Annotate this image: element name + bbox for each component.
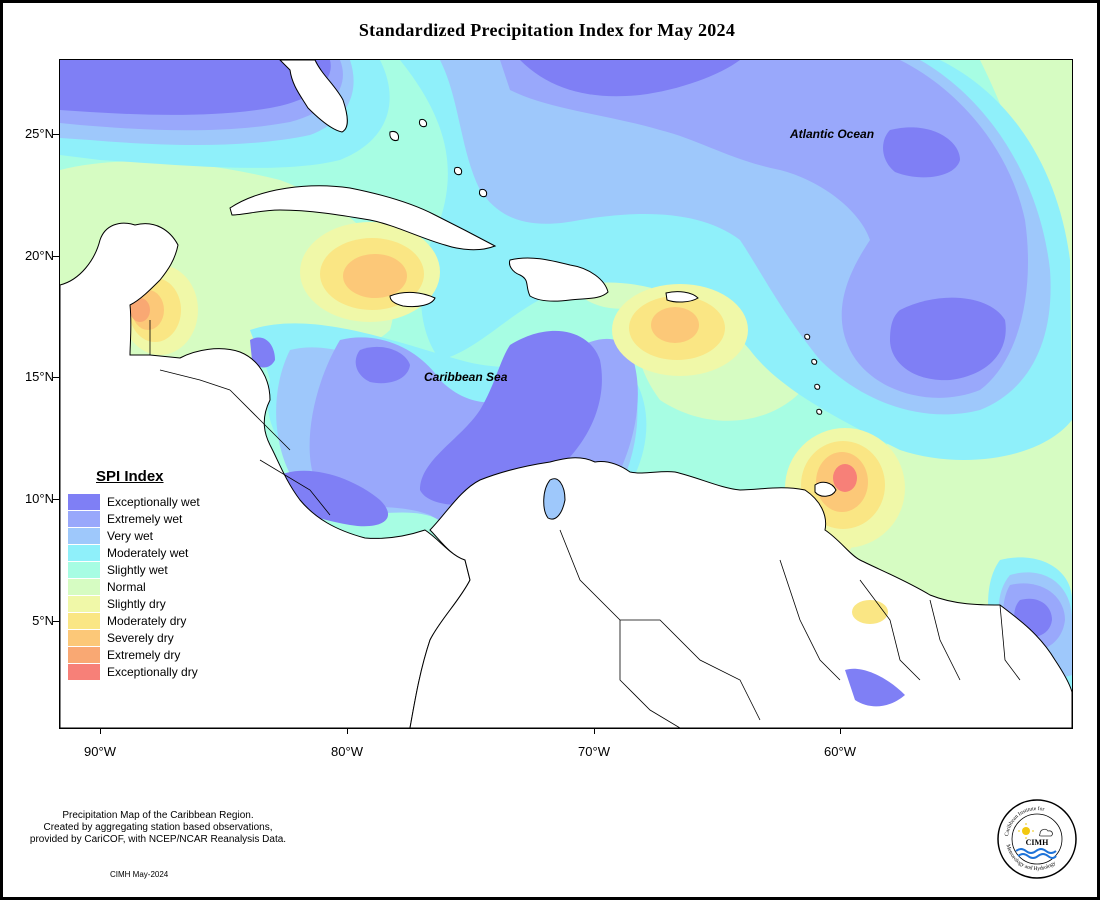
lat-label-25n: 25°N	[24, 126, 54, 141]
lake-maracaibo	[543, 478, 566, 520]
legend-swatch	[68, 510, 100, 527]
legend-swatch	[68, 527, 100, 544]
lat-tick-5n	[53, 621, 59, 622]
lon-label-80w: 80°W	[331, 744, 363, 759]
land-puerto-rico	[665, 291, 699, 303]
land-hispaniola	[509, 257, 609, 302]
legend-item: Extremely wet	[68, 510, 218, 527]
legend-item: Severely dry	[68, 629, 218, 646]
legend-swatch	[68, 544, 100, 561]
legend-swatch	[68, 646, 100, 663]
legend-label: Slightly wet	[107, 562, 168, 577]
land-trinidad	[814, 481, 837, 497]
lat-tick-10n	[53, 499, 59, 500]
lon-tick-80w	[347, 728, 348, 734]
spi-map	[59, 59, 1073, 729]
atlantic-ocean-label: Atlantic Ocean	[790, 127, 875, 141]
legend-label: Moderately dry	[107, 613, 187, 628]
legend-item: Exceptionally dry	[68, 663, 218, 680]
legend-swatch	[68, 595, 100, 612]
legend-item: Extremely dry	[68, 646, 218, 663]
footer-credit: CIMH May-2024	[110, 870, 169, 879]
spi-map-canvas	[60, 60, 1072, 728]
guiana-wet-spot	[845, 668, 905, 707]
land-cuba	[229, 185, 497, 251]
spi-legend: SPI Index Exceptionally wet Extremely we…	[68, 468, 218, 680]
legend-swatch	[68, 629, 100, 646]
lat-label-10n: 10°N	[24, 491, 54, 506]
land-south-america	[409, 457, 1072, 728]
legend-swatch	[68, 612, 100, 629]
lat-tick-20n	[53, 256, 59, 257]
lon-label-90w: 90°W	[84, 744, 116, 759]
legend-item: Moderately wet	[68, 544, 218, 561]
logo-text: CIMH	[1026, 838, 1049, 847]
legend-label: Moderately wet	[107, 545, 189, 560]
land-antilles-3	[814, 383, 821, 390]
legend-label: Very wet	[107, 528, 154, 543]
lon-tick-70w	[594, 728, 595, 734]
country-borders	[149, 320, 1021, 728]
land-jamaica	[389, 291, 436, 308]
footer-note-line: Precipitation Map of the Caribbean Regio…	[62, 810, 254, 821]
lat-label-15n: 15°N	[24, 369, 54, 384]
legend-item: Slightly dry	[68, 595, 218, 612]
land-antilles-1	[804, 333, 811, 340]
legend-label: Exceptionally wet	[107, 494, 200, 509]
legend-item: Very wet	[68, 527, 218, 544]
land-antilles-2	[811, 358, 818, 365]
land-bahamas-3	[454, 167, 463, 176]
lon-tick-60w	[840, 728, 841, 734]
legend-swatch	[68, 493, 100, 510]
lon-tick-90w	[100, 728, 101, 734]
lat-tick-25n	[53, 134, 59, 135]
legend-title: SPI Index	[96, 468, 164, 485]
waves-icon	[1015, 848, 1057, 854]
land-bahamas-1	[389, 131, 399, 141]
lat-label-5n: 5°N	[32, 613, 54, 628]
land-bahamas-2	[419, 119, 427, 128]
sun-icon	[1022, 827, 1030, 835]
footer-note: Precipitation Map of the Caribbean Regio…	[8, 810, 308, 846]
land-bahamas-4	[479, 189, 488, 198]
legend-swatch	[68, 561, 100, 578]
cloud-icon	[1038, 828, 1053, 837]
cimh-logo-graphic: Caribbean Institute for Meteorology and …	[997, 799, 1077, 879]
lon-label-60w: 60°W	[824, 744, 856, 759]
land-florida	[279, 60, 348, 133]
land-antilles-4	[816, 408, 823, 415]
legend-label: Extremely wet	[107, 511, 183, 526]
legend-swatch	[68, 578, 100, 595]
legend-label: Exceptionally dry	[107, 664, 198, 679]
legend-item: Slightly wet	[68, 561, 218, 578]
map-title: Standardized Precipitation Index for May…	[358, 20, 736, 40]
legend-label: Normal	[107, 579, 146, 594]
legend-item: Moderately dry	[68, 612, 218, 629]
cimh-logo: Caribbean Institute for Meteorology and …	[996, 798, 1078, 880]
legend-item: Exceptionally wet	[68, 493, 218, 510]
legend-swatch	[68, 663, 100, 680]
legend-label: Extremely dry	[107, 647, 181, 662]
legend-item: Normal	[68, 578, 218, 595]
lat-label-20n: 20°N	[24, 248, 54, 263]
legend-label: Severely dry	[107, 630, 174, 645]
footer-note-line: Created by aggregating station based obs…	[43, 822, 273, 833]
dry-anomaly-zones	[122, 222, 905, 630]
lat-tick-15n	[53, 377, 59, 378]
caribbean-sea-label: Caribbean Sea	[424, 370, 508, 384]
land-masses	[60, 60, 1072, 728]
lon-label-70w: 70°W	[578, 744, 610, 759]
footer-note-line: provided by CariCOF, with NCEP/NCAR Rean…	[29, 834, 287, 845]
legend-label: Slightly dry	[107, 596, 166, 611]
guiana-dry-spot	[852, 600, 888, 624]
